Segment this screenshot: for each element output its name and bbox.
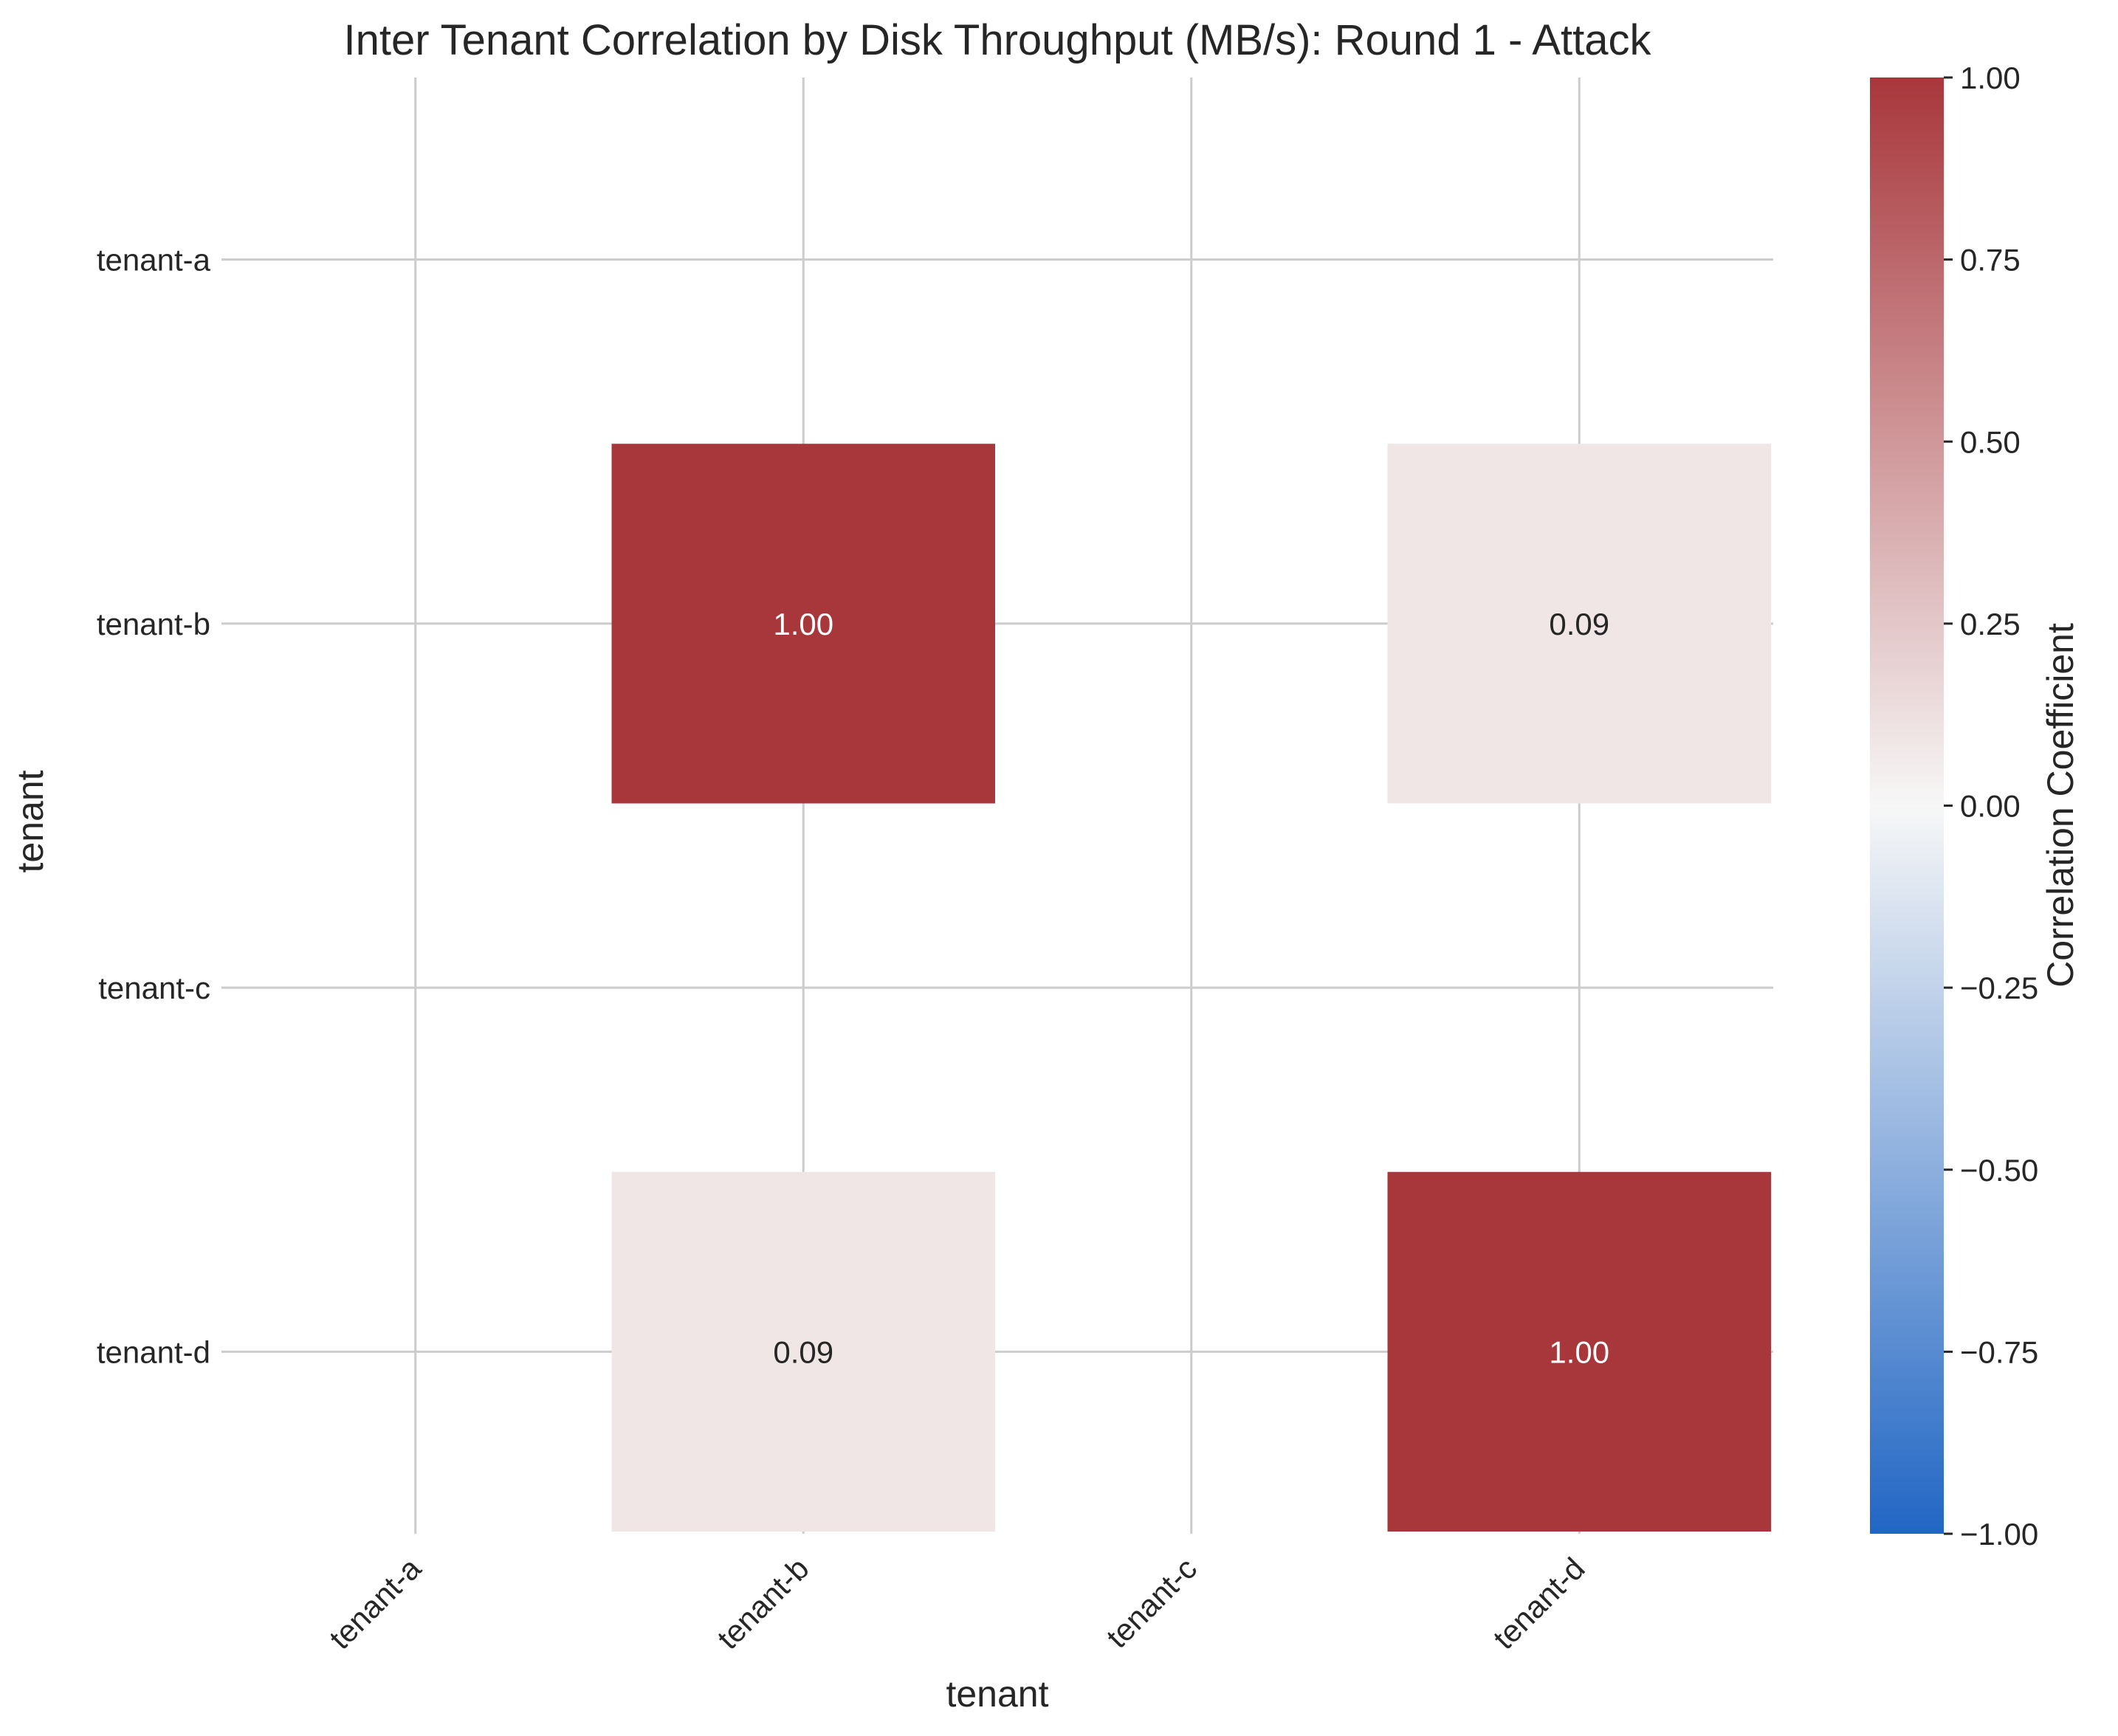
colorbar-tick-label: −1.00 <box>1960 1517 2038 1551</box>
colorbar-tick-label: 0.50 <box>1960 424 2021 459</box>
y-tick-label: tenant-a <box>97 243 211 278</box>
y-tick-label: tenant-d <box>97 1334 210 1369</box>
colorbar <box>1870 78 1944 1534</box>
colorbar-tick-label: −0.75 <box>1960 1334 2038 1369</box>
heatmap-cell-label: 0.09 <box>773 1334 833 1369</box>
colorbar-tick-label: 1.00 <box>1960 61 2021 95</box>
colorbar-label: Correlation Coefficient <box>2040 623 2081 988</box>
colorbar-tick-label: −0.50 <box>1960 1153 2038 1188</box>
heatmap-cells <box>611 444 1771 1532</box>
heatmap-cell-label: 1.00 <box>1549 1334 1609 1369</box>
heatmap-cell <box>1387 444 1771 804</box>
heatmap-cell-label: 0.09 <box>1549 607 1609 641</box>
heatmap-cell <box>1387 1171 1771 1532</box>
heatmap-cell-label: 1.00 <box>773 607 833 641</box>
y-tick-label: tenant-c <box>98 971 210 1005</box>
x-tick-label: tenant-a <box>323 1551 428 1656</box>
colorbar-tick-label: 0.25 <box>1960 607 2021 641</box>
y-axis-label: tenant <box>10 770 51 872</box>
colorbar-tick-label: 0.75 <box>1960 243 2021 278</box>
y-tick-labels: tenant-a tenant-b tenant-c tenant-d <box>97 243 211 1370</box>
colorbar-tick-label: −0.25 <box>1960 971 2038 1005</box>
y-tick-label: tenant-b <box>97 607 210 641</box>
heatmap-cell-labels: 1.00 0.09 0.09 1.00 <box>773 607 1609 1370</box>
x-tick-label: tenant-c <box>1100 1551 1204 1655</box>
chart-title: Inter Tenant Correlation by Disk Through… <box>344 16 1652 64</box>
x-tick-label: tenant-d <box>1486 1551 1591 1656</box>
grid-lines <box>221 78 1773 1534</box>
colorbar-tick-label: 0.00 <box>1960 789 2021 824</box>
heatmap-cell <box>611 1171 995 1532</box>
x-axis-label: tenant <box>946 1673 1048 1715</box>
x-tick-labels: tenant-a tenant-b tenant-c tenant-d <box>323 1551 1592 1656</box>
colorbar-ticks: 1.00 0.75 0.50 0.25 0.00 −0.25 −0.50 −0.75 −1.00 <box>1944 61 2038 1551</box>
x-tick-label: tenant-b <box>710 1551 815 1656</box>
heatmap-cell <box>611 444 995 804</box>
